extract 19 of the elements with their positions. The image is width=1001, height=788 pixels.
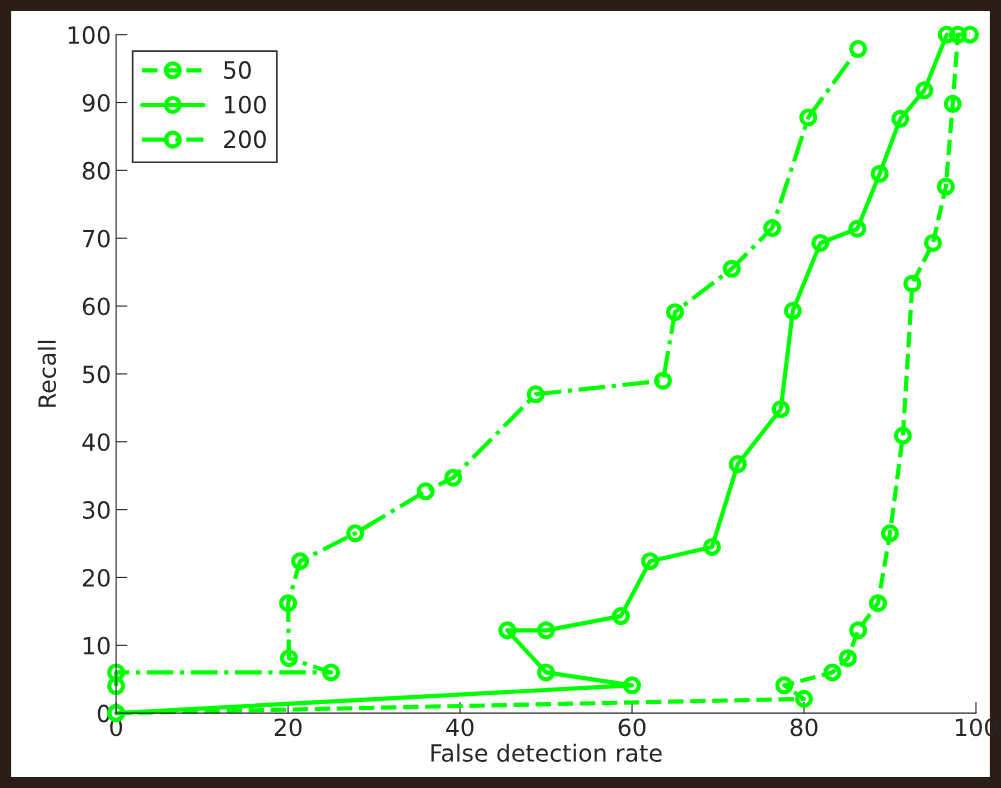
y-tick-label: 40 (82, 433, 110, 452)
x-tick-label: 20 (274, 718, 302, 737)
x-tick-label: 80 (790, 718, 818, 737)
legend-label: 50 (224, 61, 251, 79)
y-axis-title: Recall (37, 340, 57, 407)
y-tick-label: 20 (82, 568, 110, 587)
y-tick-label: 50 (83, 365, 110, 384)
y-tick-label: 100 (68, 26, 110, 44)
y-tick-label: 30 (83, 501, 110, 519)
y-tick-label: 10 (83, 636, 110, 655)
legend-label: 100 (224, 95, 266, 114)
legend-label: 200 (224, 130, 266, 149)
y-tick-label: 70 (83, 229, 110, 248)
x-tick-label: 40 (446, 718, 474, 737)
y-tick-label: 90 (82, 93, 110, 112)
x-tick-label: 60 (618, 718, 646, 737)
x-axis-title: False detection rate (431, 743, 662, 762)
y-tick-label: 80 (82, 161, 110, 180)
y-tick-label: 60 (82, 297, 110, 316)
